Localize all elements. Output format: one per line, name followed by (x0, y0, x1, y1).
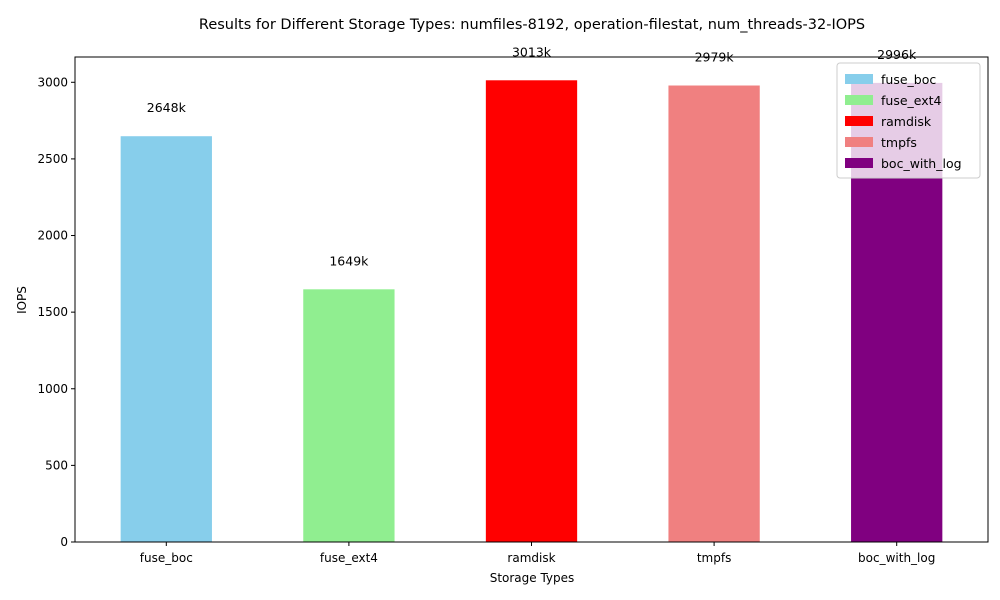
legend-swatch-tmpfs (845, 137, 873, 147)
x-tick-label-tmpfs: tmpfs (697, 551, 732, 565)
legend-label-ramdisk: ramdisk (881, 114, 932, 129)
value-label-fuse_boc: 2648k (147, 100, 187, 115)
value-label-ramdisk: 3013k (512, 44, 552, 59)
chart-title: Results for Different Storage Types: num… (199, 17, 865, 33)
bar-fuse_boc (120, 136, 212, 542)
x-axis-label: Storage Types (490, 571, 575, 585)
y-tick-label: 500 (45, 458, 68, 472)
legend-label-boc_with_log: boc_with_log (881, 156, 962, 171)
y-tick-label: 0 (60, 535, 68, 549)
axes-layer: 0 500 1000 1500 2000 2500 3000 fuse_boc fuse_ext… (37, 56, 989, 565)
legend-swatch-fuse_ext4 (845, 95, 873, 105)
legend-box (836, 62, 981, 179)
bars-layer (120, 80, 943, 543)
y-tick-label: 1500 (37, 305, 68, 319)
y-axis-label: IOPS (15, 286, 29, 314)
bar-tmpfs (668, 85, 760, 542)
bar-fuse_ext4 (303, 289, 395, 542)
x-tick-label-fuse_ext4: fuse_ext4 (320, 551, 378, 565)
legend-swatch-fuse_boc (845, 74, 873, 84)
bar-ramdisk (485, 80, 578, 542)
y-tick-label: 3000 (37, 75, 68, 89)
x-tick-label-boc_with_log: boc_with_log (858, 551, 935, 565)
legend-swatch-boc_with_log (845, 158, 873, 168)
value-label-fuse_ext4: 1649k (329, 253, 369, 268)
value-label-boc_with_log: 2996k (877, 47, 917, 62)
y-tick-label: 1000 (37, 382, 68, 396)
y-tick-label: 2500 (37, 152, 68, 166)
x-tick-label-ramdisk: ramdisk (507, 551, 555, 565)
legend-swatch-ramdisk (845, 116, 873, 126)
x-tick-label-fuse_boc: fuse_boc (140, 551, 193, 565)
y-tick-label: 2000 (37, 229, 68, 243)
legend-label-fuse_boc: fuse_boc (881, 72, 936, 87)
legend-label-tmpfs: tmpfs (881, 135, 917, 150)
legend-label-fuse_ext4: fuse_ext4 (881, 93, 942, 108)
